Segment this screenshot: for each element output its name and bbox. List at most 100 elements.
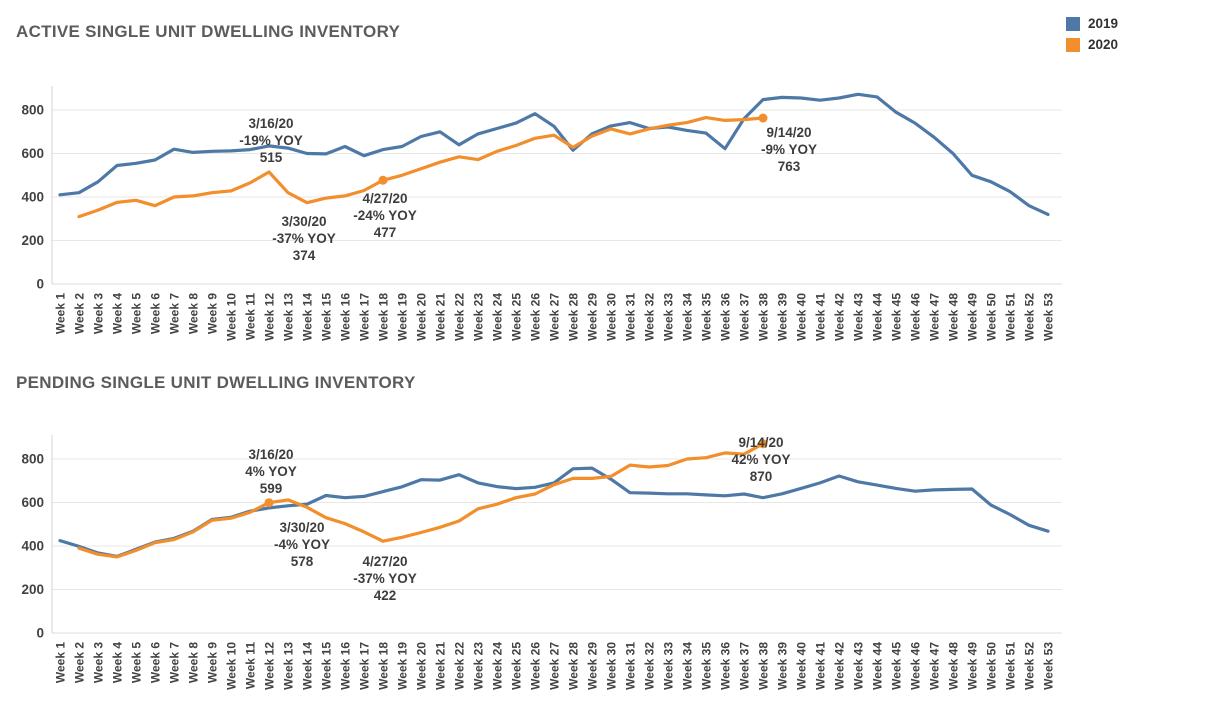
annotation: 9/14/20 -9% YOY 763 [760,125,818,175]
data-point-marker[interactable] [758,113,768,123]
series-line-2019[interactable] [58,466,1050,558]
annotation: 3/30/20 -4% YOY 578 [273,520,331,570]
x-tick-label: Week 1 [54,293,68,334]
x-tick-label: Week 32 [643,642,657,690]
x-tick-label: Week 49 [966,642,980,690]
x-tick-label: Week 26 [529,642,543,690]
x-tick-label: Week 53 [1042,293,1056,341]
x-tick-label: Week 21 [434,293,448,341]
x-tick-label: Week 19 [396,293,410,341]
x-tick-label: Week 3 [92,642,106,683]
x-tick-label: Week 5 [130,642,144,683]
y-tick-label: 0 [36,626,44,641]
x-tick-label: Week 8 [187,293,201,334]
x-tick-label: Week 50 [985,293,999,341]
x-tick-label: Week 5 [130,293,144,334]
series-line-2020[interactable] [77,442,765,559]
x-tick-label: Week 18 [377,293,391,341]
x-tick-label: Week 40 [795,293,809,341]
data-point-marker[interactable] [378,175,388,185]
x-tick-label: Week 24 [491,642,505,690]
annotation: 9/14/20 42% YOY 870 [731,434,791,484]
x-tick-label: Week 20 [415,642,429,690]
x-tick-label: Week 41 [814,293,828,341]
x-tick-label: Week 53 [1042,642,1056,690]
legend: 2019 2020 [1066,13,1118,55]
x-tick-label: Week 27 [548,293,562,341]
annotation: 3/16/20 -19% YOY 515 [239,115,303,165]
annotation: 4/27/20 -24% YOY 477 [353,191,417,241]
x-tick-label: Week 7 [168,642,182,683]
x-tick-label: Week 51 [1004,293,1018,341]
x-tick-label: Week 43 [852,293,866,341]
chart-title-active: ACTIVE SINGLE UNIT DWELLING INVENTORY [16,22,401,41]
x-tick-label: Week 6 [149,642,163,683]
x-tick-label: Week 34 [681,642,695,690]
x-tick-label: Week 15 [320,293,334,341]
legend-swatch-2019-icon [1066,16,1080,31]
x-tick-label: Week 3 [92,293,106,334]
chart-pending: 0 200 400 600 800 Week 1 Week 2 Week 3 Week 4 Wee… [21,435,1062,690]
x-tick-label: Week 13 [282,642,296,690]
x-tick-label: Week 31 [624,642,638,690]
x-tick-label: Week 51 [1004,642,1018,690]
x-tick-label: Week 36 [719,642,733,690]
x-tick-label: Week 19 [396,642,410,690]
legend-label-2020: 2020 [1088,37,1119,52]
x-tick-label: Week 4 [111,642,125,683]
legend-item-2020[interactable]: 2020 [1066,34,1118,55]
x-tick-label: Week 46 [909,642,923,690]
x-tick-label: Week 52 [1023,293,1037,341]
x-tick-label: Week 39 [776,293,790,341]
y-tick-label: 400 [21,539,44,554]
x-tick-label: Week 42 [833,293,847,341]
data-point-marker[interactable] [758,439,768,449]
data-point-marker[interactable] [264,498,274,508]
x-tick-label: Week 24 [491,293,505,341]
x-tick-label: Week 14 [301,642,315,690]
x-tick-label: Week 17 [358,293,372,341]
chart-active: 0 200 400 600 800 Week 1 Week 2 Week 3 Week 4 Wee… [21,86,1062,341]
x-tick-label: Week 17 [358,642,372,690]
x-tick-label: Week 50 [985,642,999,690]
x-tick-label: Week 43 [852,642,866,690]
x-tick-label: Week 2 [73,642,87,683]
x-tick-label: Week 38 [757,642,771,690]
y-tick-label: 800 [21,103,44,118]
x-tick-label: Week 49 [966,293,980,341]
x-tick-label: Week 21 [434,642,448,690]
y-tick-label: 200 [21,233,44,248]
x-tick-label: Week 25 [510,293,524,341]
x-tick-label: Week 45 [890,642,904,690]
annotation: 3/30/20 -37% YOY 374 [272,213,336,263]
x-tick-label: Week 15 [320,642,334,690]
x-tick-label: Week 41 [814,642,828,690]
x-tick-label: Week 36 [719,293,733,341]
x-tick-label: Week 26 [529,293,543,341]
annotation: 4/27/20 -37% YOY 422 [353,554,417,604]
series-line-2020[interactable] [77,116,765,219]
x-tick-label: Week 44 [871,642,885,690]
x-tick-label: Week 16 [339,293,353,341]
y-tick-label: 400 [21,190,44,205]
x-tick-label: Week 32 [643,293,657,341]
x-tick-label: Week 35 [700,293,714,341]
x-tick-label: Week 48 [947,642,961,690]
series-line-2019[interactable] [58,92,1050,216]
legend-label-2019: 2019 [1088,16,1119,31]
x-tick-label: Week 34 [681,293,695,341]
x-tick-label: Week 2 [73,293,87,334]
x-tick-label: Week 10 [225,293,239,341]
legend-item-2019[interactable]: 2019 [1066,13,1118,34]
x-tick-label: Week 29 [586,642,600,690]
x-tick-label: Week 1 [54,642,68,683]
x-tick-label: Week 46 [909,293,923,341]
x-tick-label: Week 7 [168,293,182,334]
x-tick-label: Week 28 [567,642,581,690]
x-tick-label: Week 31 [624,293,638,341]
x-tick-label: Week 37 [738,642,752,690]
x-tick-label: Week 23 [472,293,486,341]
x-tick-label: Week 6 [149,293,163,334]
